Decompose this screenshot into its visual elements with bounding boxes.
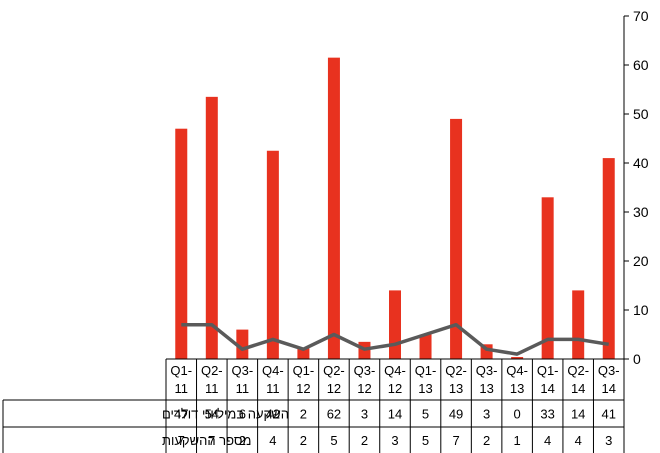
table-cell-1-9: 7 — [452, 433, 459, 448]
table-cell-0-11: 0 — [514, 407, 521, 422]
category-label-7: Q4-12 — [384, 363, 406, 396]
bar-11 — [511, 357, 524, 359]
table-cell-0-8: 5 — [422, 407, 429, 422]
bar-3 — [266, 150, 279, 359]
bar-9 — [450, 118, 463, 360]
category-label-10: Q3-13 — [476, 363, 498, 396]
bar-2 — [236, 329, 249, 359]
category-label-14: Q3-14 — [598, 363, 620, 396]
bar-14 — [602, 158, 615, 359]
y-tick-label-7: 70 — [633, 8, 649, 24]
bar-series — [175, 57, 615, 360]
data-table: Q1-11 Q2-11 Q3-11 Q4-11 Q1-12 Q2-12 Q3-12 Q4-12… — [2, 358, 625, 453]
category-label-2: Q3-11 — [231, 363, 253, 396]
table-cell-0-0: 47 — [174, 407, 188, 422]
category-label-9: Q2-13 — [445, 363, 467, 396]
category-label-4: Q1-12 — [293, 363, 315, 396]
bar-0 — [175, 128, 188, 359]
table-cell-0-10: 3 — [483, 407, 490, 422]
table-cell-1-5: 5 — [330, 433, 337, 448]
category-label-0: Q1-11 — [170, 363, 192, 396]
category-label-6: Q3-12 — [354, 363, 376, 396]
table-cell-1-4: 2 — [300, 433, 307, 448]
table-cell-1-2: 2 — [239, 433, 246, 448]
table-cell-1-0: 7 — [178, 433, 185, 448]
y-axis: 0 10 20 30 40 50 60 70 — [623, 8, 649, 367]
category-label-3: Q4-11 — [262, 363, 284, 396]
bar-8 — [419, 334, 432, 359]
y-tick-label-5: 50 — [633, 106, 649, 122]
table-cell-0-6: 3 — [361, 407, 368, 422]
table-row-label-1: מספר ההשקעות — [162, 433, 251, 448]
table-cell-1-14: 3 — [605, 433, 612, 448]
bar-13 — [572, 290, 585, 359]
table-cell-0-1: 54 — [205, 407, 219, 422]
category-label-12: Q1-14 — [537, 363, 559, 396]
y-tick-label-4: 40 — [633, 155, 649, 171]
bar-5 — [327, 57, 340, 360]
table-cell-1-1: 7 — [208, 433, 215, 448]
table-cell-1-10: 2 — [483, 433, 490, 448]
table-cell-0-2: 6 — [239, 407, 246, 422]
category-label-8: Q1-13 — [415, 363, 437, 396]
table-cell-1-8: 5 — [422, 433, 429, 448]
line-series — [181, 322, 609, 356]
category-label-13: Q2-14 — [567, 363, 589, 396]
table-cell-1-7: 3 — [391, 433, 398, 448]
table-cell-1-11: 1 — [514, 433, 521, 448]
y-tick-label-2: 20 — [633, 253, 649, 269]
y-tick-label-1: 10 — [633, 302, 649, 318]
category-label-1: Q2-11 — [201, 363, 223, 396]
table-cell-1-3: 4 — [269, 433, 276, 448]
bar-1 — [205, 96, 218, 359]
table-cell-1-13: 4 — [575, 433, 582, 448]
table-cell-0-5: 62 — [327, 407, 341, 422]
table-cell-0-14: 41 — [601, 407, 615, 422]
category-label-11: Q4-13 — [506, 363, 528, 396]
bar-12 — [541, 197, 554, 359]
table-cell-0-12: 33 — [540, 407, 554, 422]
table-cell-0-4: 2 — [300, 407, 307, 422]
y-tick-label-0: 0 — [633, 351, 641, 367]
bar-4 — [297, 348, 310, 359]
line-path — [181, 322, 609, 356]
table-cell-1-6: 2 — [361, 433, 368, 448]
table-row-label-0: השקעה במיליוני דולרים — [162, 407, 289, 422]
table-cell-0-3: 42 — [266, 407, 280, 422]
table-cell-1-12: 4 — [544, 433, 551, 448]
table-cell-0-7: 14 — [388, 407, 402, 422]
y-tick-label-3: 30 — [633, 204, 649, 220]
bar-7 — [389, 290, 401, 359]
table-cell-0-13: 14 — [571, 407, 585, 422]
table-cell-0-9: 49 — [449, 407, 463, 422]
y-tick-label-6: 60 — [633, 57, 649, 73]
category-label-5: Q2-12 — [323, 363, 345, 396]
